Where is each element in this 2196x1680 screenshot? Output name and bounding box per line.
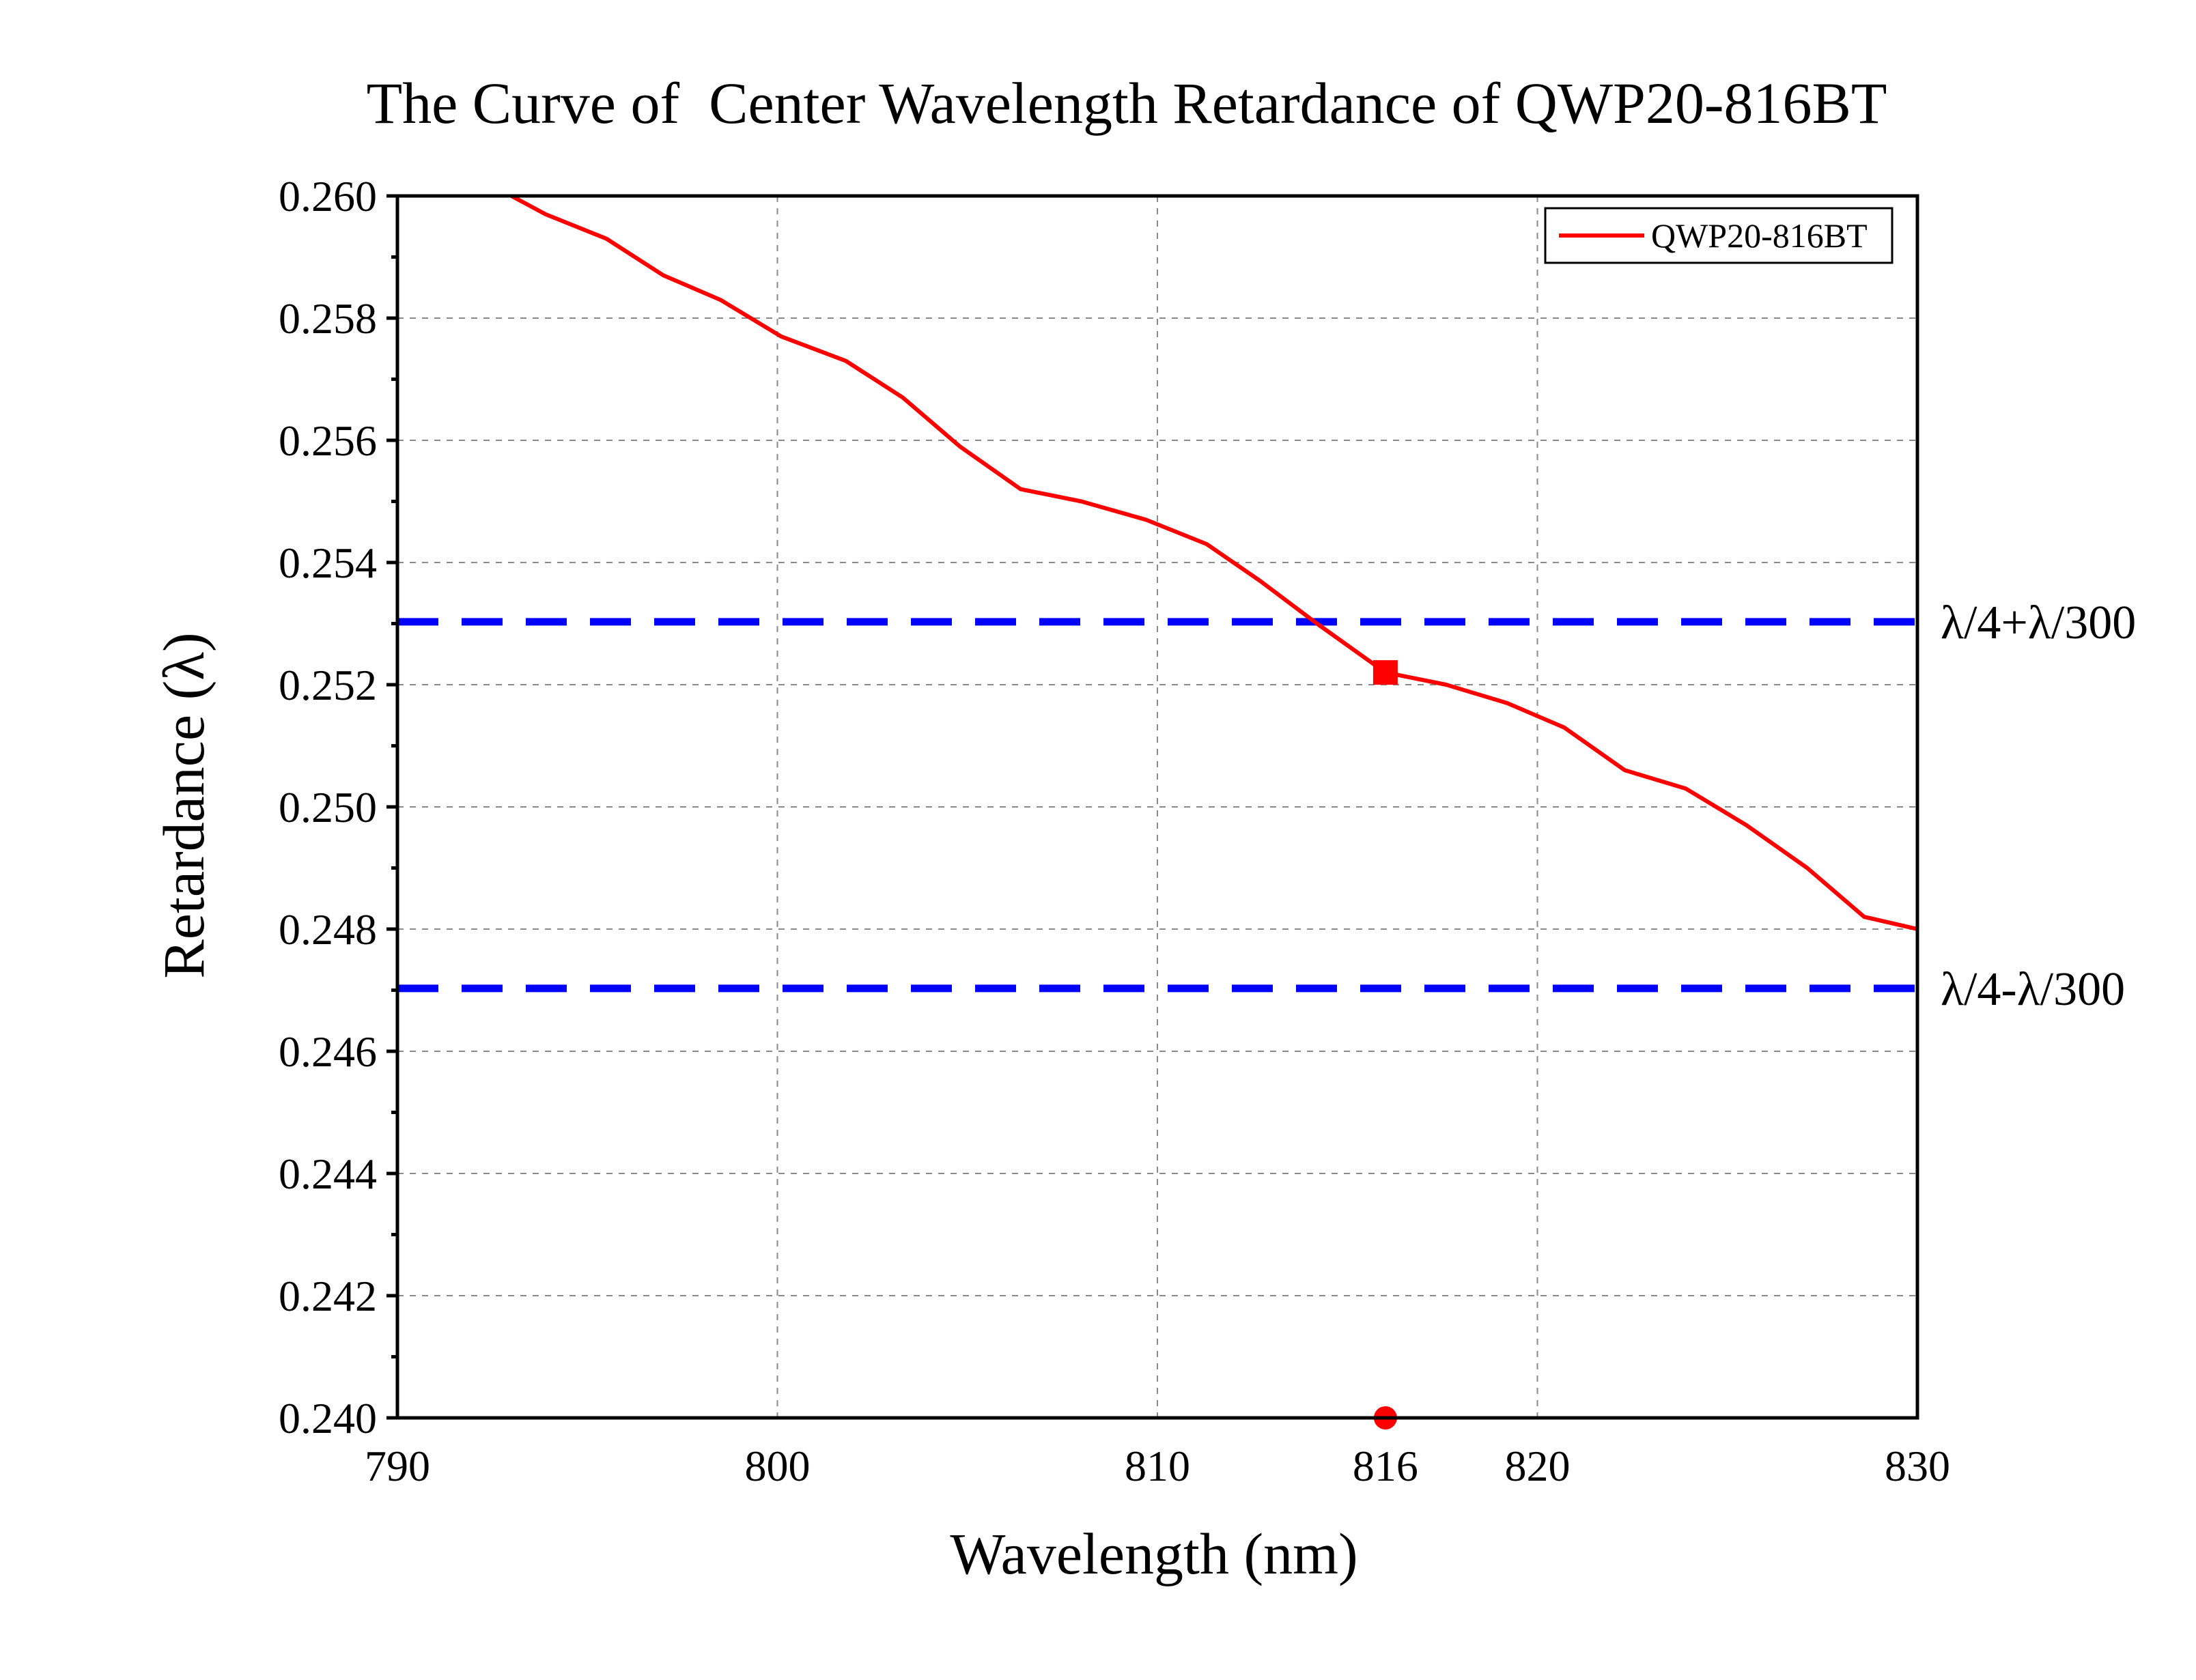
x-tick-label: 820 [1505,1442,1571,1490]
reference-lines: λ/4+λ/300 λ/4-λ/300 [397,597,2136,1016]
legend-label: QWP20-816BT [1651,216,1868,255]
y-tick-label: 0.248 [279,905,377,954]
y-tick-label: 0.260 [279,172,377,220]
y-tick-label: 0.254 [279,539,377,587]
y-axis-title: Retardance (λ) [151,632,216,978]
reference-line-label: λ/4+λ/300 [1941,597,2136,649]
y-tick-label: 0.240 [279,1394,377,1442]
legend: QWP20-816BT [1544,207,1894,264]
grid [397,196,1917,1418]
series-line [510,194,1918,931]
series-layer [510,194,1918,931]
y-tick-label: 0.256 [279,416,377,465]
x-tick-label: 830 [1885,1442,1950,1490]
y-tick-label: 0.246 [279,1027,377,1076]
x-tick-label: 810 [1125,1442,1190,1490]
x-tick-label: 816 [1353,1442,1418,1490]
chart-title: The Curve of Center Wavelength Retardanc… [367,70,1887,136]
x-axis-title: Wavelength (nm) [950,1521,1357,1586]
x-tick-label: 790 [365,1442,430,1490]
y-tick-label: 0.242 [279,1272,377,1320]
y-tick-label: 0.250 [279,783,377,831]
y-tick-label: 0.244 [279,1150,377,1198]
center-point [1372,660,1398,685]
axes: 0.240 0.242 0.244 0.246 0.248 0.250 0.252 0.254… [279,172,1950,1490]
x-tick-label: 800 [745,1442,811,1490]
markers [1372,660,1398,1429]
y-tick-label: 0.258 [279,294,377,343]
y-tick-label: 0.252 [279,661,377,709]
reference-line-label: λ/4-λ/300 [1941,963,2125,1016]
